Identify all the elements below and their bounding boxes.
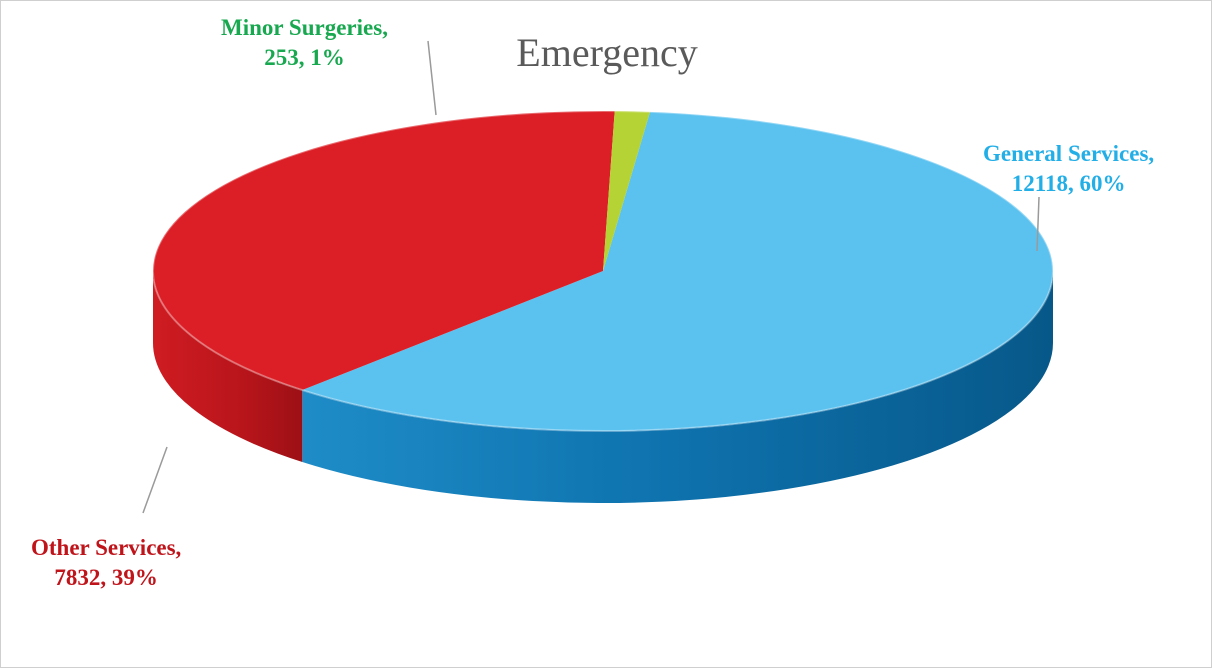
pie-slice-minor-surgeries <box>603 111 651 271</box>
data-label-general-line2: 12118, 60% <box>1011 171 1126 196</box>
pie-side-other-services <box>153 271 303 463</box>
pie-top-faces <box>152 110 1054 432</box>
pie-rim-highlight <box>152 110 1054 432</box>
leader-line-minor-surgeries <box>427 40 437 116</box>
data-label-general-line1: General Services, <box>983 141 1155 166</box>
leader-line-general-services <box>1036 196 1040 252</box>
pie-side-general-services <box>302 271 1054 503</box>
pie-slice-other-services <box>153 111 615 391</box>
data-label-other-line1: Other Services, <box>31 535 182 560</box>
data-label-minor-surgeries: Minor Surgeries, 253, 1% <box>221 13 388 73</box>
chart-title: Emergency <box>516 30 698 75</box>
pie-side-walls <box>153 271 1054 503</box>
leader-lines <box>142 40 1040 514</box>
data-label-other-services: Other Services, 7832, 39% <box>31 533 181 593</box>
data-label-minor-line2: 253, 1% <box>264 45 345 70</box>
pie-slice-general-services <box>302 111 1054 431</box>
data-label-minor-line1: Minor Surgeries, <box>221 15 388 40</box>
data-label-other-line2: 7832, 39% <box>54 565 158 590</box>
data-label-general-services: General Services, 12118, 60% <box>983 139 1154 199</box>
leader-line-other-services <box>142 446 168 514</box>
